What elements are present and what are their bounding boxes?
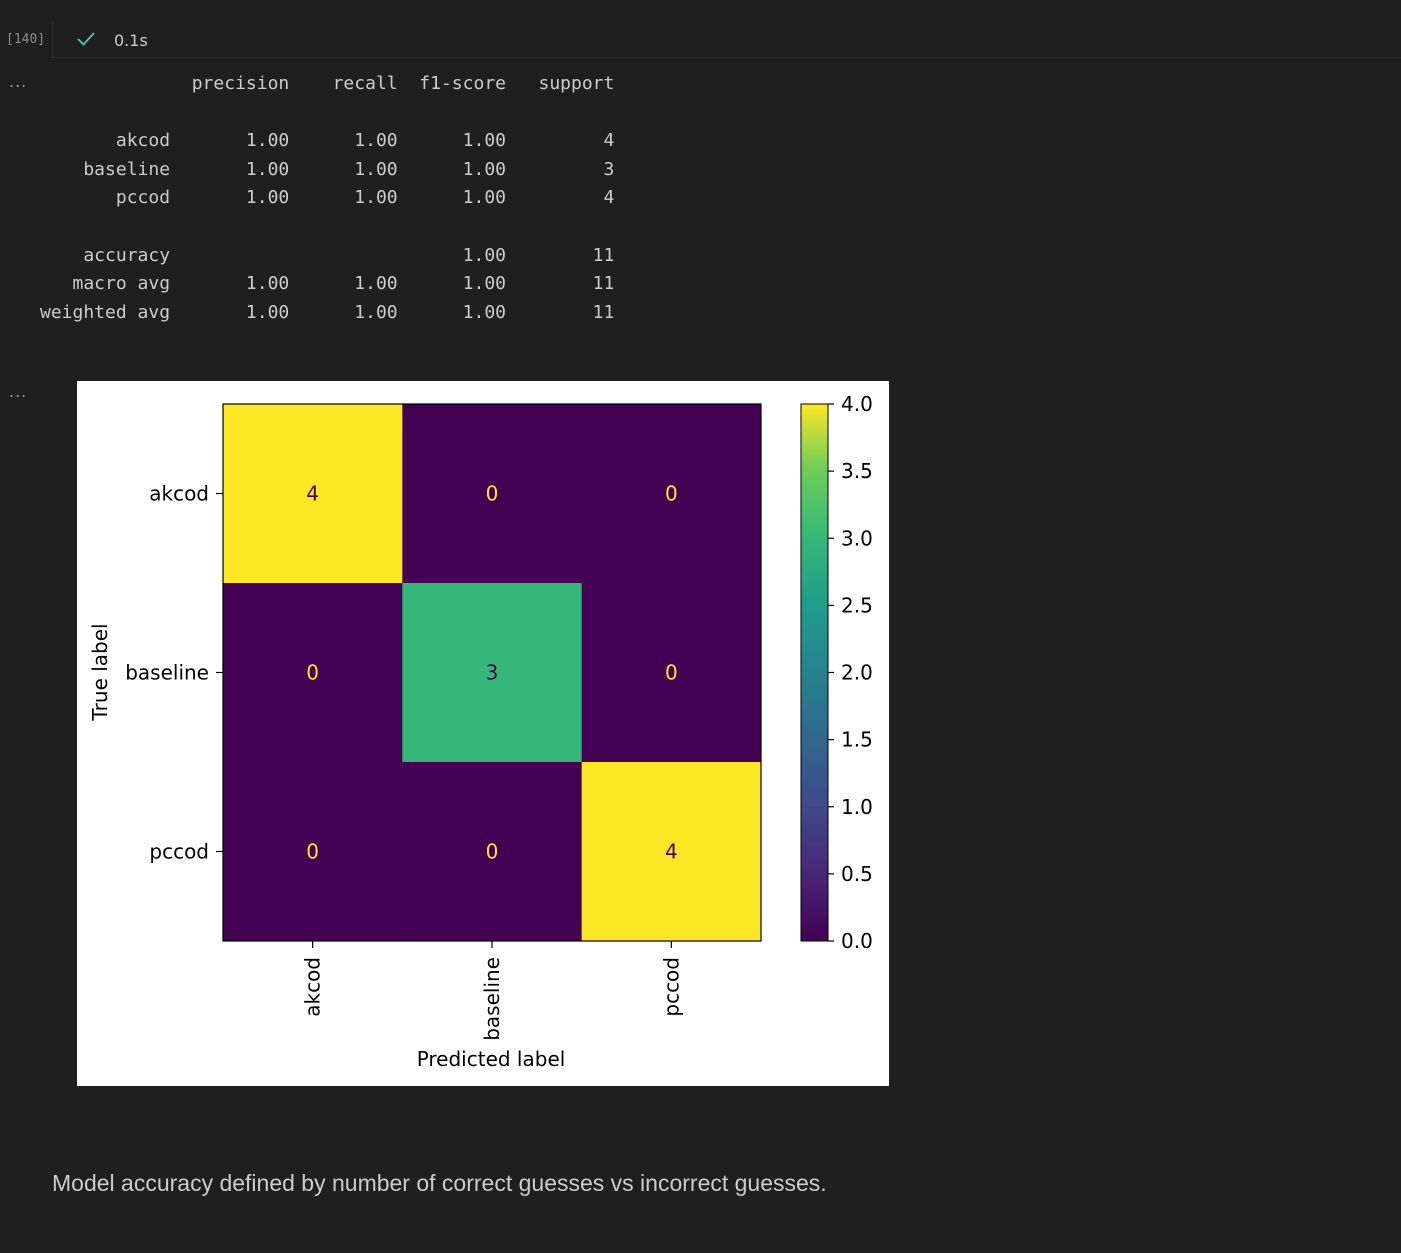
x-tick-label: akcod: [301, 957, 325, 1017]
colorbar-tick-label: 3.0: [841, 526, 873, 550]
colorbar-tick-label: 0.5: [841, 862, 873, 886]
cell-execution-bar: [140] 0.1s: [0, 22, 1401, 58]
y-tick-label: akcod: [149, 482, 209, 506]
colorbar-tick-label: 1.0: [841, 795, 873, 819]
matrix-cell: [223, 762, 403, 942]
y-tick-label: pccod: [149, 840, 209, 864]
classification-report-output: precision recall f1-score support akcod …: [40, 73, 615, 323]
cell-value-label: 0: [306, 840, 319, 864]
cell-value-label: 4: [306, 482, 319, 506]
matrix-cell: [402, 583, 583, 763]
confusion-matrix-chart: 4 0 0 0 3 0 0 0 4 akcod baseline pccod akcod baseli…: [88, 392, 873, 1071]
matrix-cell: [581, 404, 762, 584]
cell-value-label: 0: [486, 840, 499, 864]
colorbar-tick-label: 0.0: [841, 929, 873, 953]
divider: [52, 57, 1401, 58]
x-tick-label: baseline: [480, 957, 504, 1041]
output-more-actions-icon[interactable]: ...: [9, 72, 28, 91]
colorbar-tick-label: 2.0: [841, 661, 873, 685]
matrix-cell: [581, 762, 762, 942]
colorbar-tick-label: 1.5: [841, 728, 873, 752]
y-axis-label: True label: [88, 623, 112, 721]
x-axis-label: Predicted label: [417, 1047, 566, 1071]
cell-value-label: 0: [486, 482, 499, 506]
matrix-cell: [402, 404, 583, 584]
colorbar-tick-label: 3.5: [841, 459, 873, 483]
cell-value-label: 0: [665, 482, 678, 506]
cell-value-label: 0: [306, 661, 319, 685]
cell-value-label: 4: [665, 840, 678, 864]
markdown-text: Model accuracy defined by number of corr…: [52, 1170, 827, 1196]
execution-duration: 0.1s: [114, 31, 148, 50]
x-tick-label: pccod: [659, 957, 683, 1017]
matrix-cell: [223, 583, 403, 763]
colorbar-tick-label: 2.5: [841, 593, 873, 617]
divider: [52, 22, 53, 58]
cell-value-label: 3: [486, 661, 499, 685]
cell-value-label: 0: [665, 661, 678, 685]
colorbar: [800, 403, 829, 942]
colorbar-tick-label: 4.0: [841, 392, 873, 416]
y-tick-label: baseline: [125, 661, 209, 685]
matrix-cell: [581, 583, 762, 763]
matrix-cell: [223, 404, 403, 584]
matrix-cell: [402, 762, 583, 942]
confusion-matrix-figure: 4 0 0 0 3 0 0 0 4 akcod baseline pccod akcod baseli…: [77, 381, 889, 1086]
execution-count: [140]: [6, 32, 46, 47]
checkmark-icon: [77, 32, 95, 46]
output-more-actions-icon[interactable]: ...: [9, 382, 28, 401]
